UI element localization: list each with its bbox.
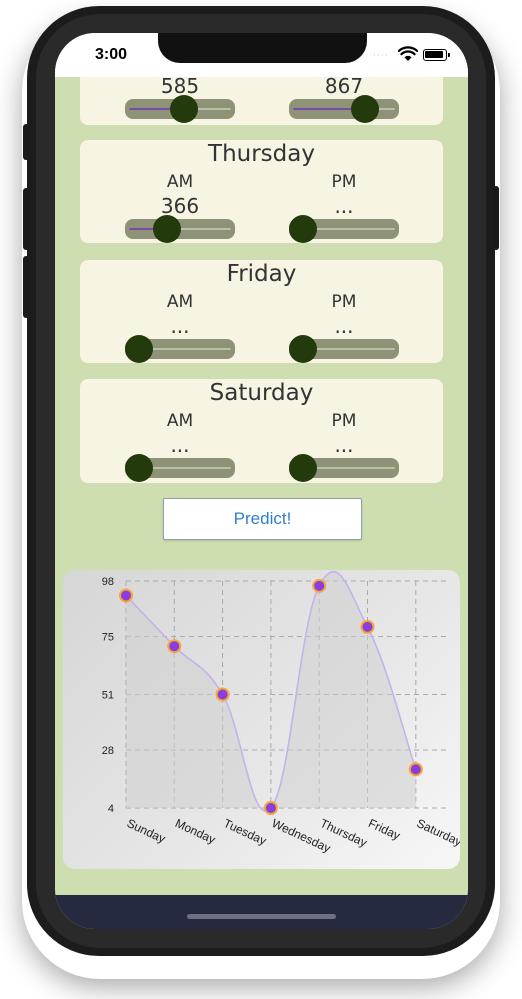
slider-fill bbox=[129, 228, 167, 230]
data-point bbox=[408, 762, 423, 777]
slider-fill bbox=[129, 108, 185, 110]
am-value: 366 bbox=[160, 194, 200, 218]
slider-rail bbox=[293, 467, 395, 469]
am-label: AM bbox=[166, 292, 194, 312]
y-tick-label: 4 bbox=[108, 803, 114, 815]
slider-rail bbox=[129, 467, 231, 469]
y-tick-label: 28 bbox=[102, 745, 114, 757]
slider-rail bbox=[293, 228, 395, 230]
slider-knob[interactable] bbox=[289, 454, 317, 482]
am-value: ... bbox=[170, 433, 190, 457]
am-slider[interactable] bbox=[125, 95, 235, 123]
day-title: Friday bbox=[226, 261, 297, 287]
home-indicator[interactable] bbox=[187, 914, 336, 919]
volume-up-button bbox=[23, 188, 29, 250]
day-card-thursday: Thursday AM PM 366 ... bbox=[80, 140, 443, 243]
day-card-friday: Friday AM PM ... ... bbox=[80, 260, 443, 363]
bottom-bar bbox=[55, 895, 468, 929]
volume-down-button bbox=[23, 256, 29, 318]
pm-slider[interactable] bbox=[289, 95, 399, 123]
mute-switch bbox=[23, 124, 29, 160]
am-slider[interactable] bbox=[125, 335, 235, 363]
y-tick-label: 51 bbox=[102, 690, 114, 702]
app-screen: 585 867 Thursday AM PM 366 ... bbox=[55, 33, 468, 929]
am-value: 585 bbox=[160, 74, 200, 98]
day-card-saturday: Saturday AM PM ... ... bbox=[80, 379, 443, 483]
y-tick-label: 75 bbox=[102, 632, 114, 644]
slider-rail bbox=[129, 348, 231, 350]
am-value: ... bbox=[170, 314, 190, 338]
am-label: AM bbox=[166, 411, 194, 431]
pm-slider[interactable] bbox=[289, 335, 399, 363]
power-button bbox=[493, 186, 499, 250]
slider-knob[interactable] bbox=[170, 95, 199, 123]
x-tick-label: Saturday bbox=[415, 816, 460, 849]
slider-fill bbox=[293, 108, 365, 110]
pm-slider[interactable] bbox=[289, 215, 399, 243]
x-tick-label: Friday bbox=[366, 816, 402, 843]
cellular-signal-icon: ···· bbox=[373, 51, 389, 61]
pm-label: PM bbox=[331, 292, 357, 312]
status-time: 3:00 bbox=[95, 46, 128, 63]
pm-value: ... bbox=[334, 194, 354, 218]
slider-knob[interactable] bbox=[125, 454, 153, 482]
pm-value: ... bbox=[334, 314, 354, 338]
data-point bbox=[215, 687, 230, 702]
data-point bbox=[312, 578, 327, 593]
x-tick-label: Monday bbox=[173, 816, 218, 847]
am-slider[interactable] bbox=[125, 215, 235, 243]
day-title: Thursday bbox=[208, 141, 315, 167]
prediction-chart: 98 75 51 28 4 Sunday Monday Tuesday Wednesday Thu… bbox=[63, 570, 460, 869]
data-point bbox=[360, 619, 375, 634]
data-point bbox=[167, 639, 182, 654]
slider-rail bbox=[293, 348, 395, 350]
am-label: AM bbox=[166, 172, 194, 192]
x-tick-label: Sunday bbox=[125, 816, 168, 846]
pm-value: ... bbox=[334, 433, 354, 457]
am-slider[interactable] bbox=[125, 454, 235, 482]
pm-label: PM bbox=[331, 411, 357, 431]
day-title: Saturday bbox=[209, 380, 314, 406]
y-tick-label: 98 bbox=[102, 576, 114, 588]
series-area bbox=[126, 571, 416, 811]
wifi-icon bbox=[398, 46, 418, 61]
slider-knob[interactable] bbox=[289, 215, 317, 243]
slider-knob[interactable] bbox=[289, 335, 317, 363]
pm-value: 867 bbox=[324, 74, 364, 98]
notch bbox=[158, 33, 367, 63]
pm-slider[interactable] bbox=[289, 454, 399, 482]
status-bar: 3:00 ···· bbox=[55, 33, 468, 77]
slider-knob[interactable] bbox=[152, 215, 181, 243]
predict-button[interactable]: Predict! bbox=[163, 498, 362, 540]
data-point bbox=[263, 801, 278, 815]
data-point bbox=[119, 588, 133, 603]
x-tick-label: Tuesday bbox=[221, 816, 268, 848]
battery-icon bbox=[423, 49, 450, 61]
slider-knob[interactable] bbox=[350, 95, 379, 123]
pm-label: PM bbox=[331, 172, 357, 192]
slider-knob[interactable] bbox=[125, 335, 153, 363]
